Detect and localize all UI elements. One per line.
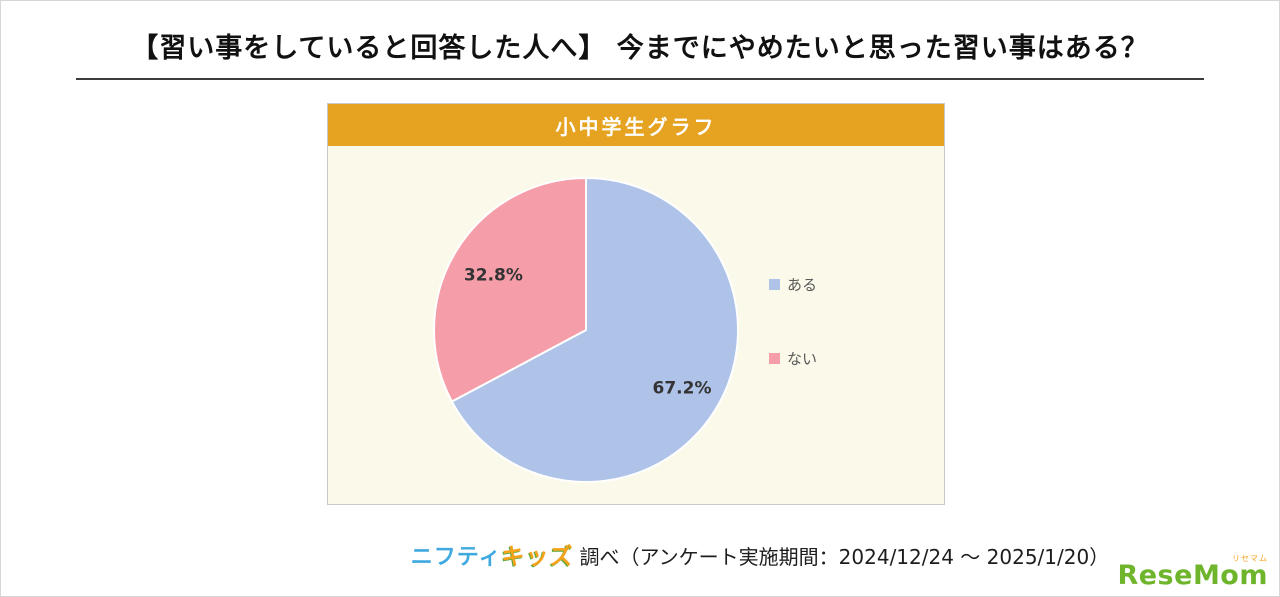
nifty-logo-text: ニフティ <box>410 545 502 570</box>
kids-logo-text: キッズ <box>501 544 574 570</box>
legend-item-nai: ない <box>769 348 817 369</box>
source-line: ニフティ キッズ 調べ（アンケート実施期間：2024/12/24 ～ 2025/… <box>120 537 1280 571</box>
pie-slice-ない <box>433 177 587 403</box>
legend-label-nai: ない <box>787 350 818 368</box>
legend-label-aru: ある <box>787 276 818 294</box>
legend-swatch-nai <box>769 353 780 364</box>
page-title: 【習い事をしていると回答した人へ】 今までにやめたいと思った習い事はある？ <box>131 33 1149 64</box>
pie-slice-ある <box>450 177 739 483</box>
chart-legend: ある ない <box>769 274 817 369</box>
resemom-kana-label: リセマム <box>1232 554 1268 563</box>
legend-item-aru: ある <box>769 274 817 295</box>
pie-chart: 67.2% 32.8% <box>433 177 739 483</box>
survey-period-text: 調べ（アンケート実施期間：2024/12/24 ～ 2025/1/20） <box>579 545 1110 569</box>
chart-panel-body: 67.2% 32.8% ある ない <box>328 146 944 504</box>
title-divider <box>76 78 1204 80</box>
resemom-logo: リセマム ReseMom <box>1117 555 1268 591</box>
chart-panel-header: 小中学生グラフ <box>328 104 944 146</box>
resemom-logo-text: ReseMom <box>1117 560 1268 591</box>
pie-value-label-ある: 67.2% <box>653 379 712 399</box>
pie-value-label-ない: 32.8% <box>464 265 523 285</box>
legend-swatch-aru <box>769 279 780 290</box>
chart-panel: 小中学生グラフ 67.2% 32.8% ある ない <box>327 103 945 505</box>
